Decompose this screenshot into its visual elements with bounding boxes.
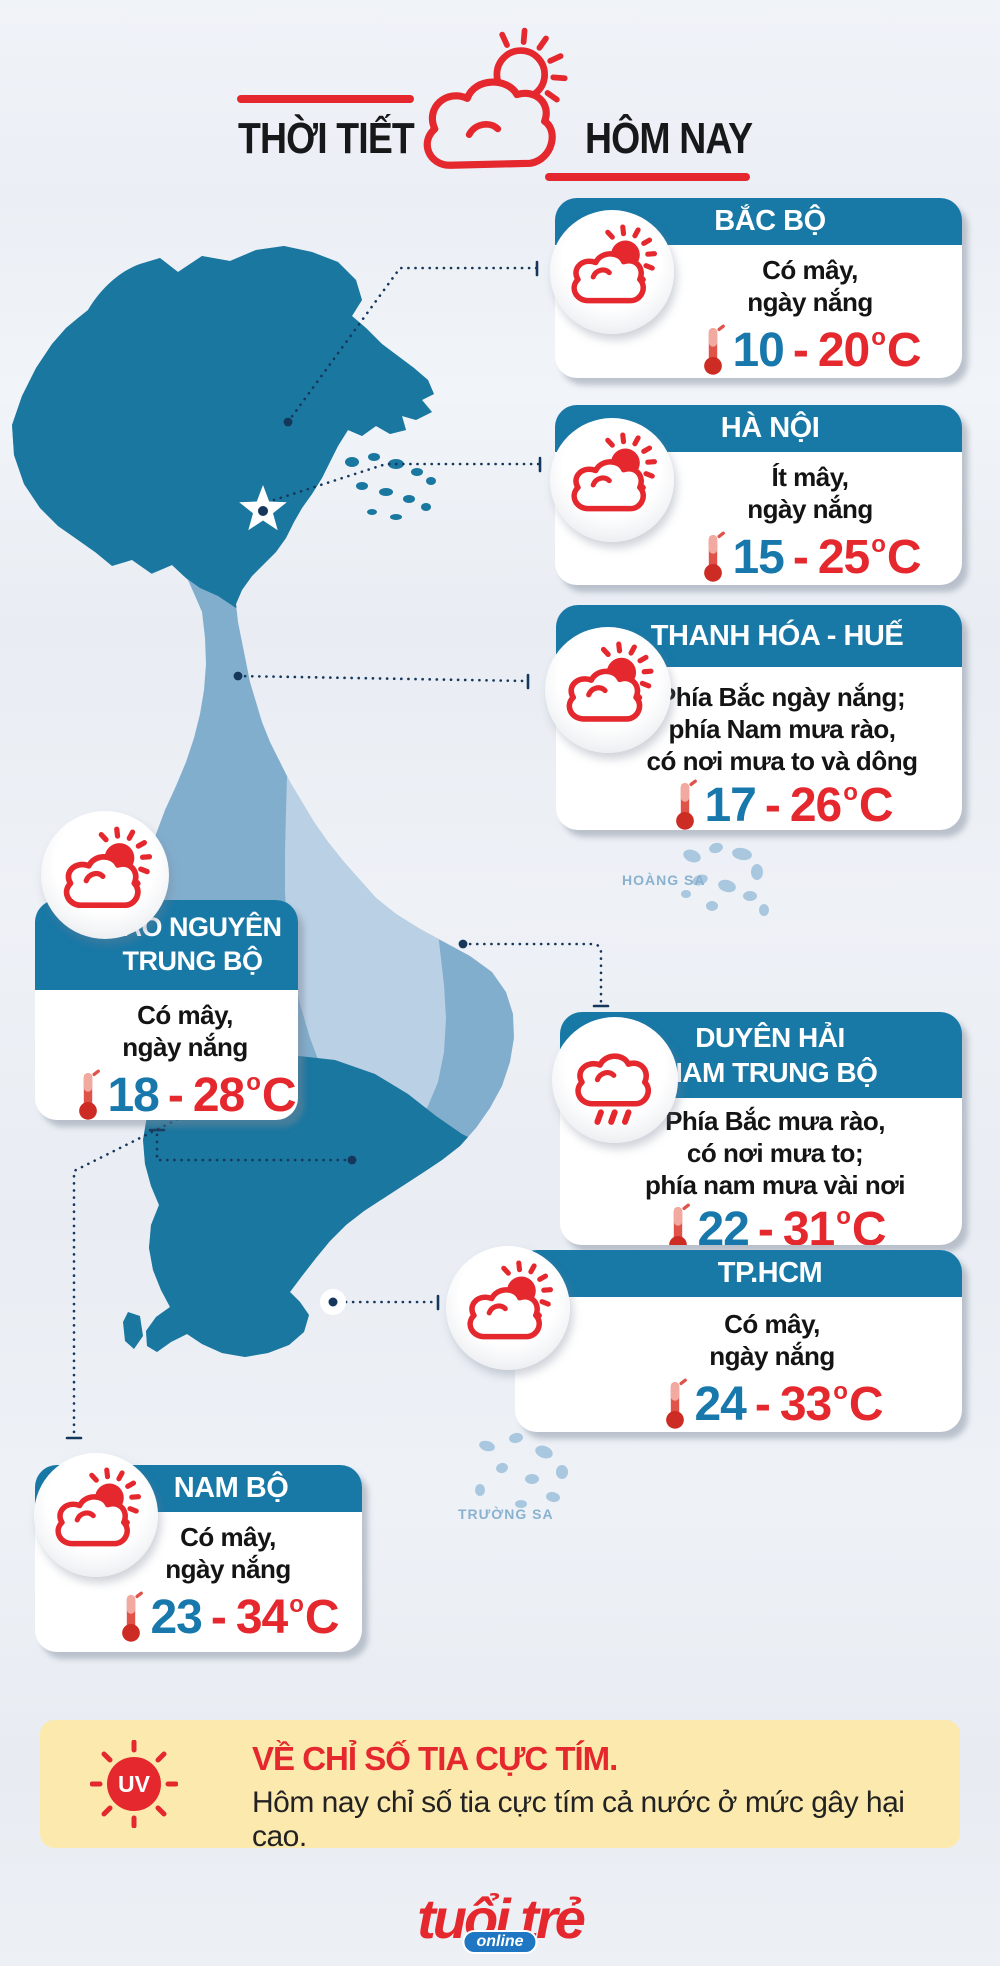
thermometer-icon (663, 1201, 693, 1245)
region-name: HÀ NỘI (720, 412, 820, 445)
weather-desc: Có mây, ngày nắng (165, 1522, 291, 1584)
region-name: THANH HÓA - HUẾ (650, 619, 904, 652)
publisher-logo: tuổi trẻ online (0, 1886, 1000, 1954)
map-region-north (12, 246, 460, 610)
temperature-range: 17-26 o C (612, 777, 952, 830)
sun-cloud-outline-icon (423, 27, 568, 169)
title-underline (545, 173, 750, 181)
temperature-range: 24-33 o C (592, 1376, 952, 1432)
uv-description: Hôm nay chỉ số tia cực tím cả nước ở mức… (252, 1786, 905, 1853)
thermometer-icon (698, 322, 728, 378)
uv-badge-label: UV (118, 1770, 150, 1797)
region-band: CAO NGUYÊN TRUNG BỘ (35, 900, 298, 990)
phu-quoc-island (123, 1312, 143, 1349)
thermometer-icon (73, 1067, 103, 1120)
uv-title: VỀ CHỈ SỐ TIA CỰC TÍM. (252, 1740, 618, 1777)
weather-card-tp-hcm: TP.HCM Có mây, ngày nắng 24-33 o C (515, 1250, 962, 1432)
page-title-right: HÔM NAY (585, 114, 753, 163)
rain-cloud-icon (552, 1017, 678, 1143)
temperature-range: 23-34 o C (104, 1589, 352, 1645)
region-name: NAM BỘ (173, 1472, 289, 1505)
truong-sa-islands (475, 1432, 568, 1508)
halong-islets (345, 453, 436, 520)
region-name: BẮC BỘ (714, 205, 826, 238)
connector-lines (72, 266, 603, 1440)
uv-sun-icon: UV (89, 1739, 179, 1829)
region-name: TP.HCM (717, 1257, 823, 1290)
hoang-sa-label: HOÀNG SA (622, 872, 706, 888)
temperature-range: 22-31 o C (598, 1201, 952, 1245)
hanoi-star-marker (239, 485, 287, 531)
thermometer-icon (660, 1376, 690, 1432)
temperature-range: 15-25 o C (668, 529, 952, 585)
region-name: NAM TRUNG BỘ (662, 1057, 878, 1088)
thermometer-icon (670, 777, 700, 830)
weather-desc: Có mây, ngày nắng (747, 255, 873, 317)
hcm-city-marker (320, 1289, 346, 1315)
weather-desc: Ít mây, ngày nắng (747, 462, 873, 524)
truong-sa-label: TRƯỜNG SA (458, 1506, 554, 1522)
thermometer-icon (698, 529, 728, 585)
region-name: DUYÊN HẢI (695, 1022, 845, 1053)
thermometer-icon (116, 1589, 146, 1645)
weather-card-cao-nguyen-trung-bo: CAO NGUYÊN TRUNG BỘ Có mây, ngày nắng 18… (35, 900, 298, 1120)
uv-index-banner: UV VỀ CHỈ SỐ TIA CỰC TÍM. Hôm nay chỉ số… (40, 1720, 960, 1853)
connector-ticks (65, 260, 610, 1440)
weather-desc: Phía Bắc mưa rào, có nơi mưa to; phía na… (645, 1106, 905, 1200)
weather-card-ha-noi: HÀ NỘI Ít mây, ngày nắng 15-25 o C (555, 405, 962, 585)
page-title-left: THỜI TIẾT (238, 114, 415, 163)
weather-desc: Phía Bắc ngày nắng; phía Nam mưa rào, có… (646, 682, 918, 776)
weather-desc: Có mây, ngày nắng (122, 1000, 248, 1062)
sun-cloud-icon (550, 418, 674, 542)
sun-cloud-icon (446, 1246, 570, 1370)
sun-cloud-icon (34, 1453, 158, 1577)
sun-cloud-icon (545, 627, 671, 753)
logo-online-badge: online (462, 1930, 538, 1954)
sun-cloud-icon (41, 811, 169, 939)
region-band: TP.HCM (515, 1250, 962, 1297)
weather-desc: Có mây, ngày nắng (709, 1309, 835, 1371)
temperature-range: 18-28 o C (87, 1067, 297, 1120)
title-overline (237, 95, 414, 103)
sun-cloud-icon (550, 210, 674, 334)
hoang-sa-islands (681, 842, 769, 916)
region-name: TRUNG BỘ (122, 946, 264, 976)
temperature-range: 10-20 o C (668, 322, 952, 378)
